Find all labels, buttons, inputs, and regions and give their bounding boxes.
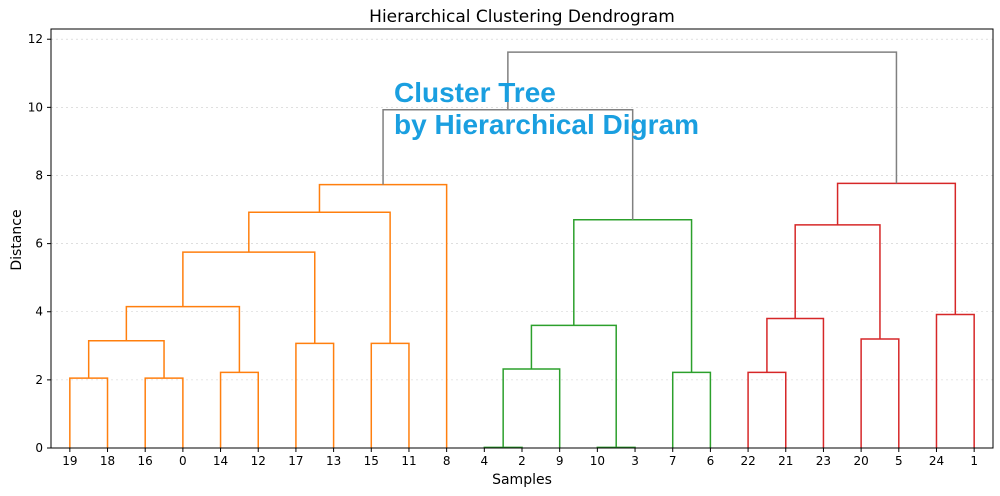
dendrogram-link-13: [671, 371, 712, 448]
x-tick-label: 14: [213, 454, 228, 468]
x-tick-label: 22: [740, 454, 755, 468]
y-tick-label: 0: [35, 441, 43, 455]
annotation-line-1: Cluster Tree: [394, 77, 556, 108]
x-tick-label: 5: [895, 454, 903, 468]
y-tick-label: 6: [35, 237, 43, 251]
dendrogram-link-23: [507, 51, 898, 184]
dendrogram-link-20: [794, 224, 881, 339]
x-axis-label: Samples: [492, 472, 552, 488]
chart-title: Hierarchical Clustering Dendrogram: [369, 7, 675, 27]
dendrogram-link-21: [836, 182, 957, 315]
x-tick-label: 0: [179, 454, 187, 468]
x-tick-label: 17: [288, 454, 303, 468]
dendrogram-link-18: [766, 317, 825, 448]
x-tick-label: 7: [669, 454, 677, 468]
x-tick-label: 16: [138, 454, 153, 468]
y-tick-label: 10: [28, 100, 43, 114]
dendrogram-link-19: [935, 313, 975, 448]
dendrogram-link-9: [318, 183, 448, 448]
x-tick-label: 13: [326, 454, 341, 468]
dendrogram-link-0: [69, 377, 109, 448]
x-tick-label: 21: [778, 454, 793, 468]
x-tick-label: 11: [401, 454, 416, 468]
x-axis: 19 18 16 0 14 12 17 13 15 11 8 4 2 9 10 3 7 6 22 21 23 20 5 24 1: [62, 448, 978, 468]
dendrogram-link-15: [573, 219, 693, 373]
x-tick-label: 6: [707, 454, 715, 468]
dendrogram-link-17: [860, 338, 900, 448]
dendrogram-link-8: [248, 211, 391, 344]
dendrogram-links: [69, 51, 975, 449]
dendrogram-link-6: [125, 305, 241, 373]
x-tick-label: 15: [364, 454, 379, 468]
y-axis-label: Distance: [9, 209, 25, 270]
dendrogram-link-12: [502, 368, 561, 448]
dendrogram-link-3: [295, 342, 335, 448]
dendrogram-link-14: [530, 324, 617, 448]
x-tick-label: 23: [816, 454, 831, 468]
annotation-line-2: by Hierarchical Digram: [394, 109, 699, 140]
y-tick-label: 4: [35, 305, 43, 319]
y-axis: 0 2 4 6 8 10 12: [28, 32, 51, 455]
y-tick-label: 2: [35, 373, 43, 387]
dendrogram-link-7: [182, 251, 316, 344]
y-tick-label: 12: [28, 32, 43, 46]
dendrogram-link-2: [219, 371, 259, 448]
grid-lines: [51, 38, 993, 449]
x-tick-label: 10: [590, 454, 605, 468]
x-tick-label: 3: [631, 454, 639, 468]
x-tick-label: 9: [556, 454, 564, 468]
x-tick-label: 20: [853, 454, 868, 468]
dendrogram-link-1: [144, 377, 184, 448]
x-tick-label: 12: [251, 454, 266, 468]
dendrogram-link-5: [87, 339, 165, 379]
dendrogram-link-16: [747, 371, 787, 448]
x-tick-label: 24: [929, 454, 944, 468]
dendrogram-link-4: [370, 342, 410, 448]
x-tick-label: 2: [518, 454, 526, 468]
x-tick-label: 1: [970, 454, 978, 468]
x-tick-label: 8: [443, 454, 451, 468]
x-tick-label: 4: [480, 454, 488, 468]
x-tick-label: 19: [62, 454, 77, 468]
x-tick-label: 18: [100, 454, 115, 468]
y-tick-label: 8: [35, 168, 43, 182]
